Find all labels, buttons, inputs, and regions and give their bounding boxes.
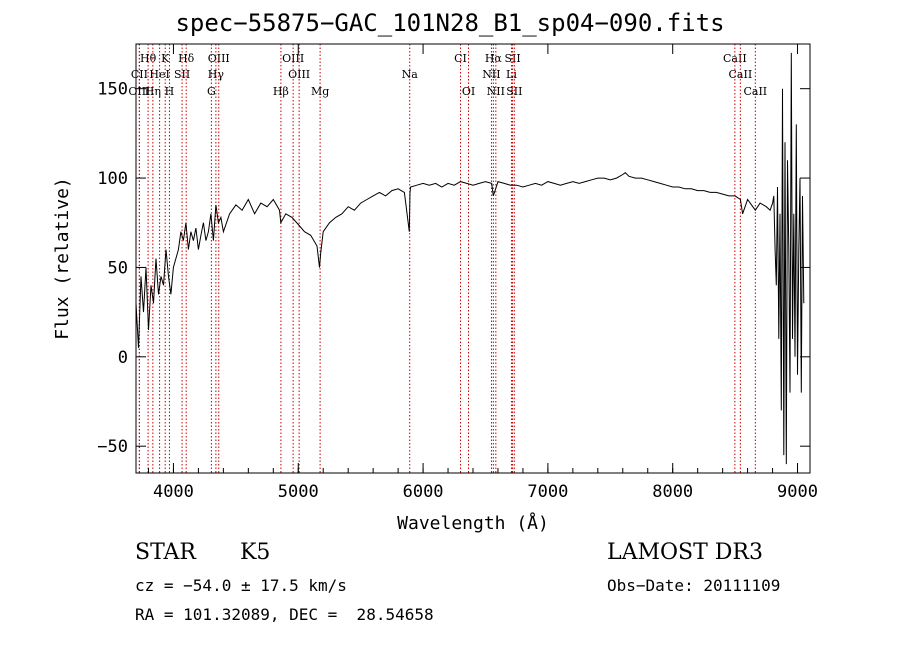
line-marker-label: OIII [282, 52, 304, 65]
axes: 4000 5000 6000 7000 8000 9000 −50 0 50 100 150 [97, 44, 818, 502]
line-marker-label: CII [131, 68, 148, 81]
line-marker-label: Hγ [208, 68, 225, 81]
line-marker-label: OIII [208, 52, 230, 65]
y-tick-label: −50 [97, 437, 128, 457]
y-axis-label: Flux (relative) [52, 177, 73, 340]
spectrum-line [135, 52, 805, 465]
x-tick-label: 5000 [278, 482, 319, 502]
line-marker-label: H [165, 85, 175, 98]
x-tick-label: 8000 [652, 482, 693, 502]
chart-title: spec−55875−GAC_101N28_B1_sp04−090.fits [175, 9, 725, 37]
plot-frame [135, 43, 811, 474]
observation-date: Obs−Date: 20111109 [607, 576, 781, 595]
line-marker-label: SII [506, 85, 522, 98]
line-marker-label: NII [482, 68, 500, 81]
y-tick-label: 100 [97, 169, 128, 189]
line-marker-label: CaII [743, 85, 767, 98]
line-marker-label: Na [402, 68, 419, 81]
x-tick-label: 4000 [153, 482, 194, 502]
line-marker-label: OIII [288, 68, 310, 81]
survey-label: LAMOST DR3 [607, 540, 763, 565]
line-marker-label: CI [454, 52, 467, 65]
redshift-velocity: cz = −54.0 ± 17.5 km/s [135, 576, 347, 595]
line-marker-label: Hβ [273, 85, 289, 98]
x-tick-label: 9000 [777, 482, 818, 502]
line-marker-label: OI [462, 85, 475, 98]
x-tick-label: 7000 [527, 482, 568, 502]
line-marker-label: G [207, 85, 216, 98]
y-tick-label: 150 [97, 80, 128, 100]
line-marker-label: SII [174, 68, 190, 81]
line-marker-label: Hδ [178, 52, 195, 65]
line-marker-label: SII [504, 52, 520, 65]
line-marker-label: CaII [729, 68, 753, 81]
line-marker-label: Li [506, 68, 517, 81]
line-marker-label: K [161, 52, 170, 65]
object-class: STAR [135, 540, 196, 565]
y-tick-label: 50 [108, 258, 128, 278]
line-marker-label: Hθ [140, 52, 157, 65]
line-marker-label: Hα [485, 52, 503, 65]
line-marker-label: Hη [145, 85, 161, 98]
coordinates: RA = 101.32089, DEC = 28.54658 [135, 605, 434, 624]
x-tick-label: 6000 [403, 482, 444, 502]
subclass: K5 [240, 540, 271, 565]
line-marker-label: CaII [723, 52, 747, 65]
x-axis-label: Wavelength (Å) [397, 512, 549, 534]
line-marker-label: NII [487, 85, 505, 98]
line-marker-label: HeI [149, 68, 169, 81]
line-marker-label: Mg [311, 85, 329, 98]
y-tick-label: 0 [118, 348, 128, 368]
